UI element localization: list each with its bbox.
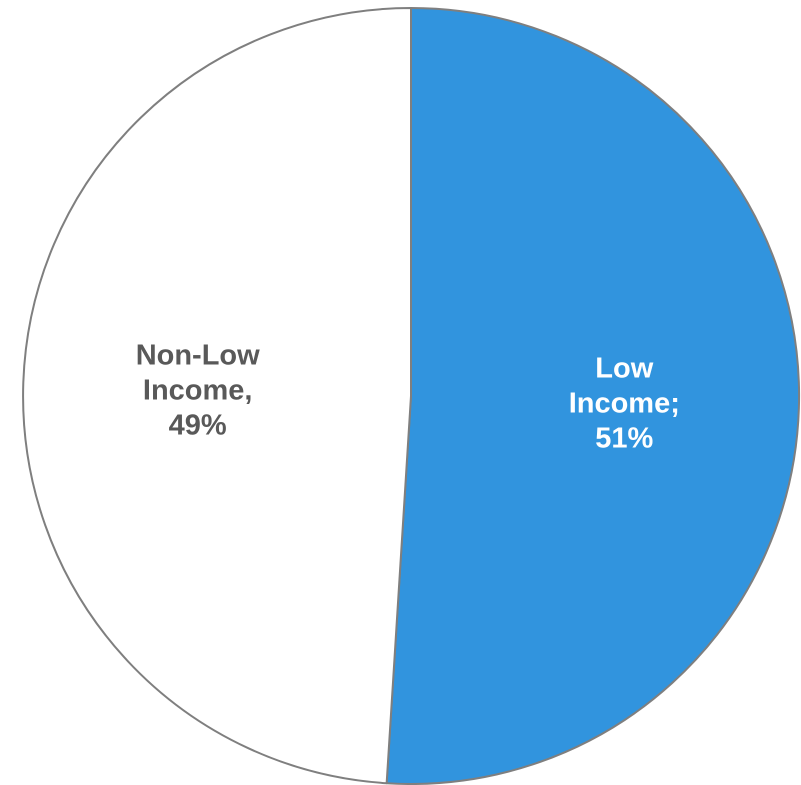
- pie-slices: [22, 7, 801, 785]
- pie-slice-low-income: [385, 7, 801, 785]
- data-label-line: Low: [595, 353, 653, 385]
- pie-labels: Low Income; 51% Non-Low Income, 49%: [136, 339, 680, 454]
- pie-slice-non-low-income: [22, 7, 412, 785]
- data-label-non-low-income: Non-Low Income, 49%: [136, 339, 260, 441]
- data-label-line: 49%: [169, 409, 227, 441]
- data-label-line: Non-Low: [136, 339, 260, 371]
- data-label-line: 51%: [595, 423, 653, 455]
- data-label-low-income: Low Income; 51%: [569, 353, 680, 455]
- data-label-line: Income;: [569, 388, 680, 420]
- data-label-line: Income,: [143, 374, 253, 406]
